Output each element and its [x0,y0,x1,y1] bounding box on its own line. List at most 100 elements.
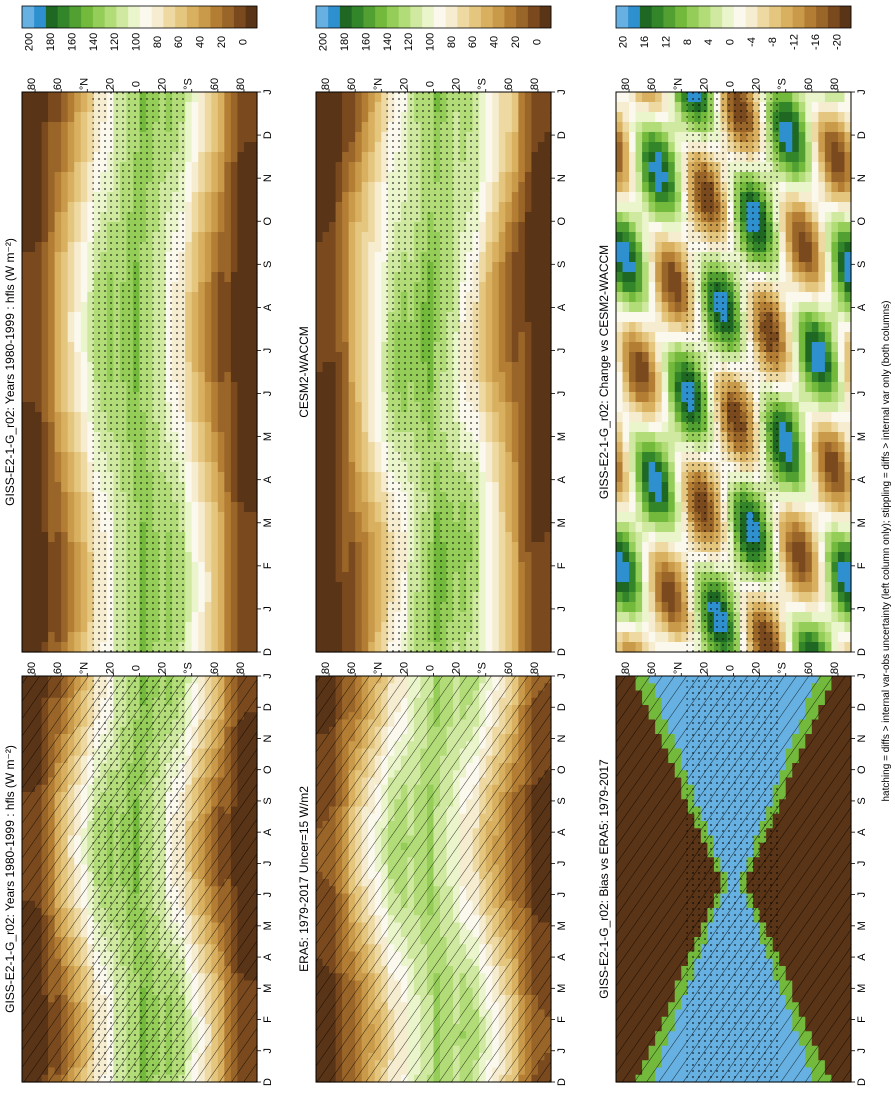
heatmap-cell [191,342,199,353]
heatmap-cell [28,562,36,573]
heatmap-cell [80,492,88,503]
heatmap-cell [211,462,219,473]
heatmap-cell [35,342,43,353]
heatmap-cell [28,342,36,353]
heatmap-cell [237,602,245,613]
heatmap-cell [54,232,62,243]
heatmap-cell [224,582,232,593]
heatmap-cell [250,292,258,303]
heatmap-cell [250,102,258,113]
heatmap-cell [211,552,219,563]
heatmap-cell [22,172,30,183]
heatmap-cell [217,162,225,173]
heatmap-cell [28,252,36,263]
heatmap-cell [74,602,82,613]
heatmap-cell [237,622,245,633]
heatmap-cell [41,502,49,513]
heatmap-cell [204,122,212,133]
colorbar: 200 180 160 140 120 100 80 60 40 20 0 [21,5,258,51]
heatmap-cell [87,452,95,463]
heatmap-cell [230,252,239,263]
heatmap-cell [61,412,69,423]
heatmap-cell [230,392,239,403]
heatmap-cell [80,462,88,473]
heatmap-cell [74,582,82,593]
heatmap-cell [41,282,49,293]
heatmap-cell [87,342,95,353]
heatmap-cell [230,342,239,353]
heatmap-cell [185,142,193,153]
heatmap-cell [198,352,206,363]
heatmap-cell [243,342,252,353]
heatmap-cell [230,382,239,393]
heatmap-cell [211,372,219,383]
heatmap-cell [48,262,56,273]
heatmap-cell [224,542,232,553]
heatmap-cell [250,372,258,383]
heatmap-cell [67,232,75,243]
heatmap-cell [191,282,199,293]
heatmap-cell [237,182,245,193]
heatmap-cell [250,452,258,463]
heatmap-cell [211,412,219,423]
heatmap-cell [185,292,193,303]
heatmap-cell [185,562,193,573]
heatmap-cell [80,452,88,463]
heatmap-cell [185,162,193,173]
heatmap-cell [61,252,69,263]
heatmap-cell [74,122,82,133]
month-tick-label: O [262,765,274,774]
heatmap-cell [204,232,212,243]
heatmap-cell [22,282,30,293]
heatmap-cell [224,362,232,373]
heatmap-cell [41,152,49,163]
heatmap-cell [80,192,88,203]
heatmap-cell [35,322,43,333]
month-tick-label: D [262,648,274,656]
heatmap-cell [191,362,199,373]
heatmap-cell [230,312,239,323]
heatmap-cell [48,412,56,423]
heatmap-cell [22,562,30,573]
heatmap-cell [48,302,56,313]
heatmap-cell [74,282,82,293]
heatmap-cell [74,192,82,203]
heatmap-cell [243,612,252,623]
heatmap-cell [185,362,193,373]
heatmap-cell [230,222,239,233]
colorbar-swatch [186,6,199,28]
lat-tick-label: 80 [235,662,247,674]
heatmap-cell [87,582,95,593]
heatmap-cell [67,322,75,333]
heatmap-cell [211,562,219,573]
heatmap-cell [250,92,258,103]
heatmap-cell [35,502,43,513]
heatmap-cell [224,612,232,623]
heatmap-cell [204,362,212,373]
heatmap-cell [35,382,43,393]
heatmap-cell [191,262,199,273]
heatmap-cell [28,162,36,173]
heatmap-cell [211,142,219,153]
heatmap-cell [185,602,193,613]
heatmap-cell [67,392,75,403]
heatmap-cell [211,602,219,613]
heatmap-cell [185,512,193,523]
heatmap-cell [48,322,56,333]
heatmap-cell [67,372,75,383]
heatmap-cell [217,322,225,333]
heatmap-cell [48,272,56,283]
heatmap-cell [250,542,258,553]
heatmap-cell [48,592,56,603]
heatmap-cell [54,412,62,423]
heatmap-cell [61,432,69,443]
heatmap-cell [191,612,199,623]
heatmap-cell [211,202,219,213]
heatmap-cell [87,152,95,163]
heatmap-cell [87,512,95,523]
heatmap-cell [243,302,252,313]
heatmap-cell [22,512,30,523]
heatmap-cell [204,572,212,583]
heatmap-cell [54,222,62,233]
heatmap-cell [22,462,30,473]
